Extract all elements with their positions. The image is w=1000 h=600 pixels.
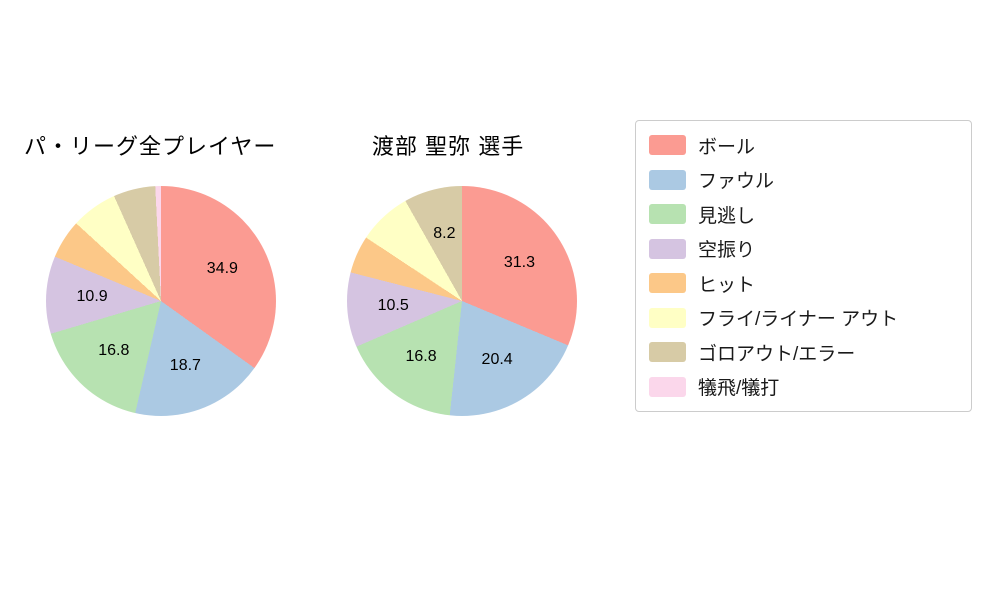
legend-item-5: フライ/ライナー アウト <box>649 304 971 331</box>
pie-value-label: 20.4 <box>481 351 513 369</box>
legend-item-7: 犠飛/犠打 <box>649 373 971 400</box>
pie-value-label: 10.9 <box>76 288 108 306</box>
legend-label: ボール <box>698 136 756 158</box>
left-pie-chart: 34.9 18.7 16.8 10.9 <box>46 186 276 416</box>
legend: ボールファウル見逃し空振りヒットフライ/ライナー アウト ゴロアウト/エラー 犠飛/… <box>635 120 972 412</box>
legend-swatch <box>649 273 686 294</box>
legend-label: ファウル <box>698 171 775 193</box>
pie-value-label: 34.9 <box>206 260 238 278</box>
legend-label: フライ/ライナー アウト <box>698 309 899 331</box>
pie-value-label: 18.7 <box>169 356 201 374</box>
pie-value-label: 16.8 <box>405 347 437 365</box>
legend-swatch <box>649 307 686 328</box>
right-pie-title: 渡部 聖弥 選手 <box>372 134 525 159</box>
pie-value-label: 10.5 <box>377 297 409 315</box>
legend-swatch <box>649 135 686 156</box>
legend-label: ゴロアウト/エラー <box>698 343 856 365</box>
legend-item-0: ボール <box>649 132 971 159</box>
legend-item-3: 空振り <box>649 235 971 262</box>
legend-swatch <box>649 376 686 397</box>
legend-swatch <box>649 238 686 259</box>
pie-value-label: 8.2 <box>433 225 456 243</box>
pie-value-label: 16.8 <box>98 342 130 360</box>
legend-item-6: ゴロアウト/エラー <box>649 339 971 366</box>
legend-label: 犠飛/犠打 <box>698 378 780 400</box>
legend-label: 空振り <box>698 240 756 262</box>
legend-swatch <box>649 169 686 190</box>
left-pie-title: パ・リーグ全プレイヤー <box>24 134 277 159</box>
legend-swatch <box>649 342 686 363</box>
pie-value-label: 31.3 <box>503 253 535 271</box>
legend-label: ヒット <box>698 274 756 296</box>
right-pie-chart: 31.3 20.4 16.8 10.5 8.2 <box>347 186 577 416</box>
legend-swatch <box>649 204 686 225</box>
legend-label: 見逃し <box>698 205 756 227</box>
legend-item-1: ファウル <box>649 166 971 193</box>
legend-item-4: ヒット <box>649 270 971 297</box>
legend-item-2: 見逃し <box>649 201 971 228</box>
